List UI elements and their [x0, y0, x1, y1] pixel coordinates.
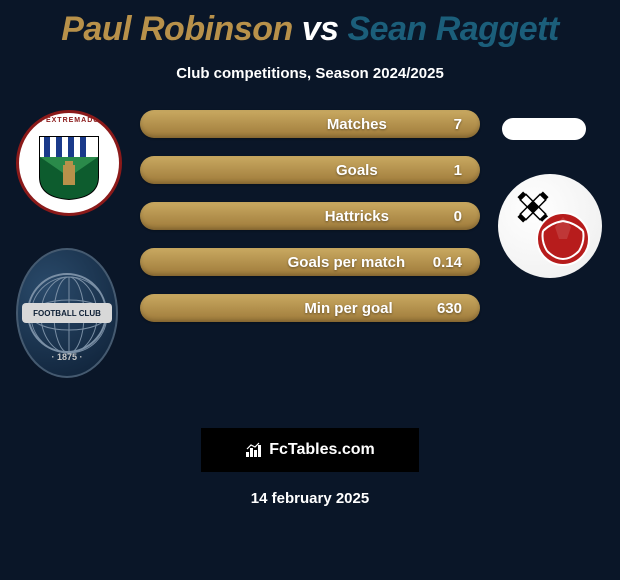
stat-label: Min per goal — [140, 300, 437, 317]
footer-brand-box: FcTables.com — [201, 428, 419, 472]
club-badge-rotherham — [498, 174, 602, 278]
stat-value: 7 — [454, 116, 480, 133]
stat-value: 0 — [454, 208, 480, 225]
vs-text: vs — [302, 10, 339, 48]
page-title: Paul Robinson vs Sean Raggett — [0, 0, 620, 49]
content-area: Matches 7 Goals 1 Hattricks 0 Goals per … — [0, 110, 620, 400]
stat-value: 1 — [454, 162, 480, 179]
stat-label: Goals — [140, 162, 454, 179]
crest-icon — [505, 181, 595, 271]
badge-arc-text: C.F. EXTREMADURA — [19, 117, 119, 124]
stat-label: Matches — [140, 116, 454, 133]
stats-list: Matches 7 Goals 1 Hattricks 0 Goals per … — [140, 110, 480, 340]
stat-row: Matches 7 — [140, 110, 480, 138]
date-text: 14 february 2025 — [0, 490, 620, 507]
club-badge-pill — [502, 118, 586, 140]
club-badge-birmingham: FOOTBALL CLUB · 1875 · — [16, 248, 118, 378]
badge-ribbon: FOOTBALL CLUB — [22, 303, 112, 323]
player1-name: Paul Robinson — [61, 10, 293, 48]
shield-icon — [38, 135, 100, 201]
stat-row: Goals 1 — [140, 156, 480, 184]
barchart-icon — [245, 442, 263, 458]
stat-row: Hattricks 0 — [140, 202, 480, 230]
stat-row: Goals per match 0.14 — [140, 248, 480, 276]
badge-year: · 1875 · — [51, 352, 82, 362]
stat-label: Hattricks — [140, 208, 454, 225]
footer-brand-text: FcTables.com — [269, 441, 375, 459]
stat-value: 0.14 — [433, 254, 480, 271]
stat-label: Goals per match — [140, 254, 433, 271]
club-badge-extremadura: C.F. EXTREMADURA — [16, 110, 122, 216]
stat-value: 630 — [437, 300, 480, 317]
player2-name: Sean Raggett — [347, 10, 558, 48]
stat-row: Min per goal 630 — [140, 294, 480, 322]
subtitle: Club competitions, Season 2024/2025 — [0, 65, 620, 82]
